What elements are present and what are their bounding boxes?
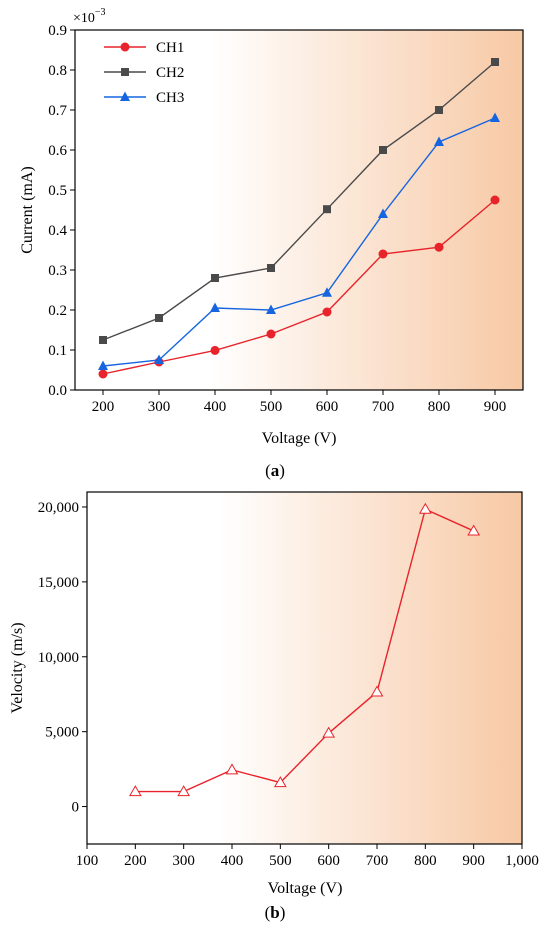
- data-point: [467, 524, 481, 536]
- data-point: [211, 274, 219, 282]
- x-tick-label: 1,000: [505, 853, 539, 869]
- data-point: [434, 136, 444, 146]
- data-point: [210, 302, 220, 312]
- legend-label: CH2: [156, 65, 184, 81]
- legend-label: CH1: [156, 40, 184, 56]
- chart-b-y-axis: 0 5,000 10,000 15,000 20,000: [38, 500, 87, 816]
- data-point: [379, 146, 387, 154]
- chart-a-panel-label: (a): [265, 461, 285, 480]
- data-point: [491, 58, 499, 66]
- data-point: [266, 329, 276, 339]
- chart-a-y-axis-title: Current (mA): [19, 166, 36, 254]
- series-line-ch1: [102, 199, 496, 375]
- data-point: [155, 314, 163, 322]
- x-tick-label: 500: [269, 853, 292, 869]
- x-tick-label: 600: [317, 853, 340, 869]
- x-tick-label: 200: [124, 853, 147, 869]
- chart-b-frame: [86, 491, 523, 845]
- x-tick-label: 300: [148, 399, 171, 415]
- x-tick-label: 300: [172, 853, 195, 869]
- y-tick-label: 0.2: [48, 303, 67, 319]
- data-point: [378, 249, 388, 259]
- x-tick-label: 600: [316, 399, 339, 415]
- data-point: [490, 195, 500, 205]
- y-tick-label: 10,000: [38, 650, 79, 666]
- chart-b-x-axis-title: Voltage (V): [268, 880, 343, 897]
- data-point: [322, 307, 332, 317]
- chart-a-y-multiplier: ×10−3: [73, 7, 106, 26]
- y-tick-label: 0.6: [48, 143, 67, 159]
- y-tick-label: 20,000: [38, 500, 79, 516]
- data-point: [322, 726, 336, 738]
- y-tick-label: 0.5: [48, 183, 67, 199]
- chart-b-series-layer: [128, 502, 481, 797]
- y-tick-label: 15,000: [38, 575, 79, 591]
- y-tick-label: 0.0: [48, 383, 67, 399]
- chart-a-frame: [74, 29, 524, 391]
- x-tick-label: 400: [204, 399, 227, 415]
- x-tick-label: 200: [92, 399, 115, 415]
- data-point: [177, 785, 191, 797]
- data-point: [98, 360, 108, 370]
- y-tick-label: 5,000: [45, 725, 79, 741]
- data-point: [435, 106, 443, 114]
- chart-b-x-axis: 100 200 300 400 500 600 700 800 900 1,000: [76, 844, 539, 869]
- series-line-velocity: [135, 508, 474, 793]
- data-point: [267, 264, 275, 272]
- chart-a: 200 300 400 500 600 700 800 900 0.0 0.1 0.2 0.3 0.4…: [19, 7, 524, 480]
- legend-marker: [120, 91, 130, 101]
- chart-b-panel-label: (b): [265, 903, 286, 922]
- data-point: [323, 205, 331, 214]
- x-tick-label: 900: [462, 853, 485, 869]
- x-tick-label: 400: [221, 853, 244, 869]
- x-tick-label: 800: [414, 853, 437, 869]
- y-tick-label: 0.8: [48, 63, 67, 79]
- data-point: [322, 287, 332, 297]
- x-tick-label: 800: [428, 399, 451, 415]
- x-tick-label: 700: [366, 853, 389, 869]
- legend-marker: [120, 42, 130, 52]
- data-point: [98, 369, 108, 379]
- y-tick-label: 0.3: [48, 263, 67, 279]
- chart-a-x-axis-title: Voltage (V): [262, 430, 337, 447]
- series-line-ch3: [102, 117, 496, 367]
- y-tick-label: 0.9: [48, 23, 67, 39]
- data-point: [128, 785, 142, 797]
- chart-b-y-axis-title: Velocity (m/s): [9, 622, 26, 713]
- chart-b-plot-area: [87, 492, 522, 844]
- x-tick-label: 900: [484, 399, 507, 415]
- legend-label: CH3: [156, 90, 184, 106]
- y-tick-label: 0.7: [48, 103, 67, 119]
- data-point: [378, 208, 388, 218]
- x-tick-label: 100: [76, 853, 99, 869]
- data-point: [434, 242, 444, 252]
- data-point: [490, 112, 500, 122]
- y-tick-label: 0: [72, 800, 80, 816]
- data-point: [154, 354, 164, 364]
- x-tick-label: 500: [260, 399, 283, 415]
- data-point: [418, 502, 432, 514]
- data-point: [273, 776, 287, 788]
- data-point: [210, 345, 220, 355]
- y-tick-label: 0.4: [48, 223, 67, 239]
- y-tick-label: 0.1: [48, 343, 67, 359]
- data-point: [370, 685, 384, 697]
- chart-a-y-axis: 0.0 0.1 0.2 0.3 0.4 0.5 0.6 0.7 0.8 0.9: [48, 23, 75, 399]
- data-point: [266, 304, 276, 314]
- series-line-ch2: [102, 61, 496, 341]
- legend-marker: [121, 68, 129, 76]
- chart-a-legend: CH1 CH2 CH3: [104, 40, 184, 106]
- data-point: [99, 336, 107, 344]
- data-point: [225, 763, 239, 775]
- chart-b: 100 200 300 400 500 600 700 800 900 1,000 0 5,000 1…: [9, 491, 539, 922]
- chart-a-x-axis: 200 300 400 500 600 700 800 900: [92, 390, 507, 415]
- x-tick-label: 700: [372, 399, 395, 415]
- chart-a-series-layer: [98, 58, 500, 379]
- chart-a-plot-area: [75, 30, 523, 390]
